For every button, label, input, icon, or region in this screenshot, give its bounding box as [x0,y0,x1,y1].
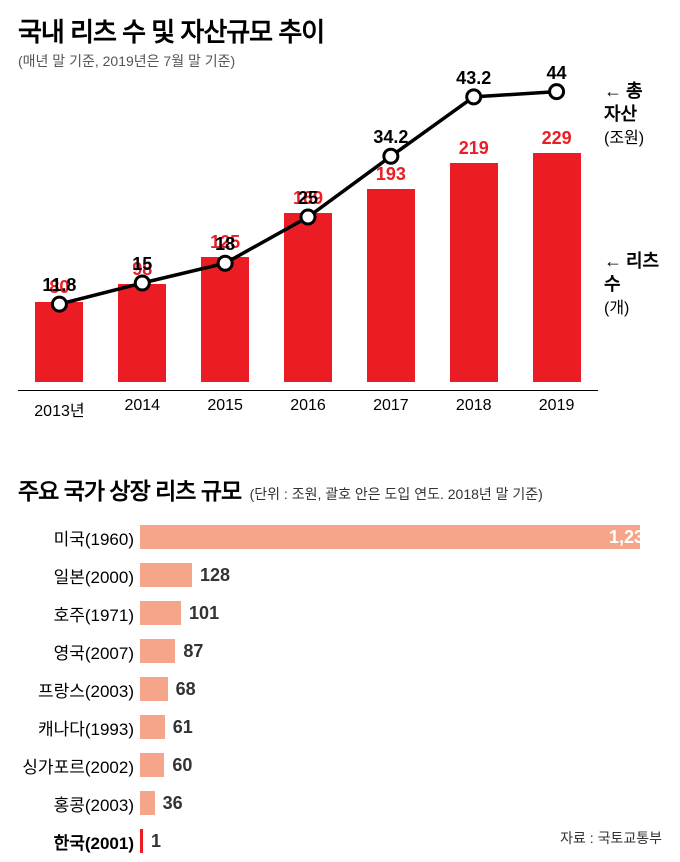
country-row: 캐나다(1993) 61 [18,710,662,744]
bar-track: 60 [140,753,662,777]
horizontal-bar [140,601,181,625]
country-row: 미국(1960) 1,230 [18,520,662,554]
bar-track: 61 [140,715,662,739]
bar-value: 68 [176,677,196,701]
bar-value: 101 [189,601,219,625]
chart1-plot: 8098125169193219229 11.815182534.243.244 [18,52,598,382]
reits-trend-chart: 국내 리츠 수 및 자산규모 추이 (매년 말 기준, 2019년은 7월 말 … [18,12,662,432]
x-axis-label: 2016 [267,391,350,421]
bar-track: 128 [140,563,662,587]
x-axis-label: 2013년 [18,391,101,421]
data-source: 자료 : 국토교통부 [560,828,662,848]
line-value-label: 15 [132,254,152,275]
country-name: 호주(1971) [18,601,140,626]
x-axis-labels: 2013년201420152016201720182019 [18,390,598,421]
bar-value: 61 [173,715,193,739]
bar-value: 1,230 [609,525,654,549]
bar-track: 87 [140,639,662,663]
line-series [18,52,598,382]
country-name: 캐나다(1993) [18,715,140,740]
horizontal-bar [140,563,192,587]
bar-track: 101 [140,601,662,625]
bar-value: 128 [200,563,230,587]
line-value-label: 43.2 [456,68,491,89]
bar-value: 60 [172,753,192,777]
horizontal-bar [140,791,155,815]
bar-value: 36 [163,791,183,815]
country-row: 영국(2007) 87 [18,634,662,668]
country-row: 프랑스(2003) 68 [18,672,662,706]
chart1-title: 국내 리츠 수 및 자산규모 추이 [18,12,662,49]
line-value-label: 11.8 [42,275,76,296]
country-name: 싱가포르(2002) [18,753,140,778]
country-name: 프랑스(2003) [18,677,140,702]
horizontal-bar [140,753,164,777]
country-name: 홍콩(2003) [18,791,140,816]
horizontal-bar [140,829,143,853]
bar-value: 1 [151,829,161,853]
horizontal-bar [140,525,640,549]
chart2-header: 주요 국가 상장 리츠 규모 (단위 : 조원, 괄호 안은 도입 연도. 20… [18,472,662,506]
chart2-subtitle: (단위 : 조원, 괄호 안은 도입 연도. 2018년 말 기준) [250,486,543,502]
legend-total-assets: ←총 자산 (조원) [604,80,662,151]
x-axis-label: 2019 [515,391,598,421]
x-axis-label: 2014 [101,391,184,421]
legend-reits-count: ←리츠 수 (개) [604,250,662,321]
x-axis-label: 2017 [349,391,432,421]
horizontal-bars: 미국(1960) 1,230 일본(2000) 128 호주(1971) 101 영국(20… [18,520,662,858]
x-axis-label: 2015 [184,391,267,421]
country-name: 영국(2007) [18,639,140,664]
country-row: 홍콩(2003) 36 [18,786,662,820]
chart2-title: 주요 국가 상장 리츠 규모 [18,478,241,504]
bar-track: 1,230 [140,525,662,549]
arrow-left-icon: ← [604,81,622,101]
line-value-label: 25 [298,188,318,209]
x-axis-label: 2018 [432,391,515,421]
country-name: 한국(2001) [18,829,140,854]
line-value-label: 44 [547,63,567,84]
country-name: 일본(2000) [18,563,140,588]
country-row: 싱가포르(2002) 60 [18,748,662,782]
horizontal-bar [140,639,175,663]
country-row: 호주(1971) 101 [18,596,662,630]
horizontal-bar [140,677,168,701]
country-reits-chart: 주요 국가 상장 리츠 규모 (단위 : 조원, 괄호 안은 도입 연도. 20… [18,472,662,858]
country-name: 미국(1960) [18,525,140,550]
bar-track: 68 [140,677,662,701]
line-value-label: 18 [215,234,235,255]
line-value-label: 34.2 [373,127,408,148]
bar-value: 87 [183,639,203,663]
arrow-left-icon: ← [604,251,622,271]
horizontal-bar [140,715,165,739]
country-row: 일본(2000) 128 [18,558,662,592]
bar-track: 36 [140,791,662,815]
